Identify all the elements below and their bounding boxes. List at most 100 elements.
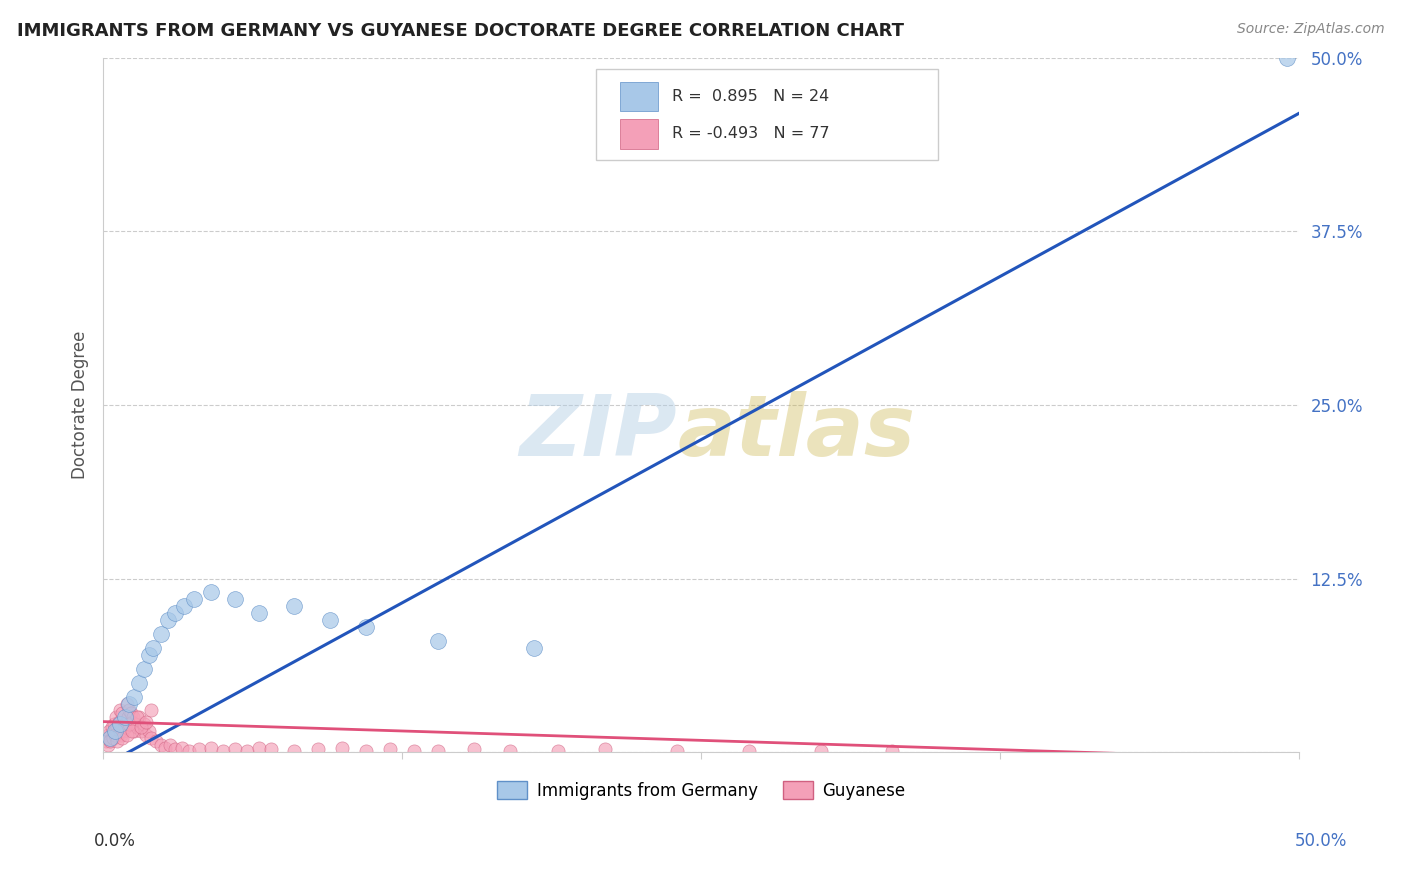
Point (97, 729, 120, 743)
Point (319, 613, 342, 627)
Y-axis label: Doctorate Degree: Doctorate Degree (72, 331, 89, 479)
Point (427, 744, 450, 758)
Point (159, 738, 181, 752)
Point (121, 724, 143, 739)
Point (283, 744, 305, 758)
Point (115, 697, 138, 711)
Point (132, 662, 155, 676)
Point (200, 741, 222, 756)
Point (107, 734, 129, 748)
Point (124, 717, 146, 731)
Point (138, 648, 160, 662)
Point (125, 720, 148, 734)
Point (307, 742, 329, 756)
Point (103, 717, 125, 731)
Point (131, 724, 153, 739)
Point (104, 724, 127, 739)
Point (111, 731, 134, 746)
Point (128, 710, 150, 724)
Point (98, 734, 121, 748)
Point (330, 741, 353, 756)
Point (427, 634, 450, 648)
Point (142, 640, 165, 655)
Point (132, 717, 155, 731)
Point (247, 741, 270, 756)
Point (98, 731, 121, 746)
Point (810, 744, 832, 758)
Point (114, 717, 136, 731)
Point (115, 729, 138, 743)
Point (135, 729, 157, 743)
Text: 0.0%: 0.0% (94, 831, 136, 849)
Point (155, 741, 177, 756)
Point (111, 706, 134, 721)
Point (523, 640, 546, 655)
Point (170, 741, 193, 756)
Point (94, 734, 117, 748)
Point (145, 734, 167, 748)
Text: 50.0%: 50.0% (1295, 831, 1347, 849)
Point (882, 744, 904, 758)
Text: ZIP: ZIP (520, 392, 678, 475)
Text: IMMIGRANTS FROM GERMANY VS GUYANESE DOCTORATE DEGREE CORRELATION CHART: IMMIGRANTS FROM GERMANY VS GUYANESE DOCT… (17, 22, 904, 40)
Point (404, 744, 426, 758)
Point (139, 731, 162, 746)
Point (118, 704, 141, 718)
Text: R = -0.493   N = 77: R = -0.493 N = 77 (672, 127, 830, 142)
Point (738, 744, 761, 758)
Point (115, 720, 138, 734)
Point (108, 704, 131, 718)
Point (224, 592, 246, 607)
Point (97, 738, 120, 752)
Point (98, 732, 121, 747)
Text: R =  0.895   N = 24: R = 0.895 N = 24 (672, 89, 830, 103)
Point (149, 738, 172, 752)
Point (96, 731, 118, 746)
Point (98, 724, 121, 739)
Point (108, 717, 131, 731)
Point (200, 585, 222, 599)
Point (149, 627, 172, 641)
Point (101, 731, 124, 746)
Point (1275, 51, 1298, 65)
Point (283, 599, 305, 614)
Point (107, 720, 129, 734)
Point (259, 742, 281, 756)
Point (163, 607, 186, 621)
Point (107, 714, 129, 729)
Point (105, 710, 128, 724)
Point (101, 731, 124, 746)
Point (235, 744, 257, 758)
Point (156, 613, 179, 627)
Point (121, 714, 143, 729)
Text: atlas: atlas (678, 392, 915, 475)
Point (173, 599, 195, 614)
Point (120, 706, 142, 721)
Point (122, 710, 145, 724)
Point (666, 744, 689, 758)
Point (110, 729, 132, 743)
Point (247, 607, 270, 621)
Point (118, 717, 141, 731)
Point (108, 724, 131, 739)
Point (114, 710, 136, 724)
Point (118, 697, 141, 711)
Point (135, 714, 157, 729)
FancyBboxPatch shape (596, 70, 938, 161)
Point (354, 744, 377, 758)
Point (122, 690, 145, 704)
Point (104, 724, 127, 739)
Point (138, 724, 160, 739)
Legend: Immigrants from Germany, Guyanese: Immigrants from Germany, Guyanese (489, 775, 912, 806)
Point (499, 744, 522, 758)
Text: Source: ZipAtlas.com: Source: ZipAtlas.com (1237, 22, 1385, 37)
Point (595, 742, 617, 756)
Point (547, 744, 569, 758)
Point (117, 710, 139, 724)
Point (163, 742, 186, 756)
FancyBboxPatch shape (620, 120, 658, 148)
Point (104, 729, 127, 743)
Point (112, 724, 135, 739)
Point (463, 742, 485, 756)
Point (125, 710, 148, 724)
